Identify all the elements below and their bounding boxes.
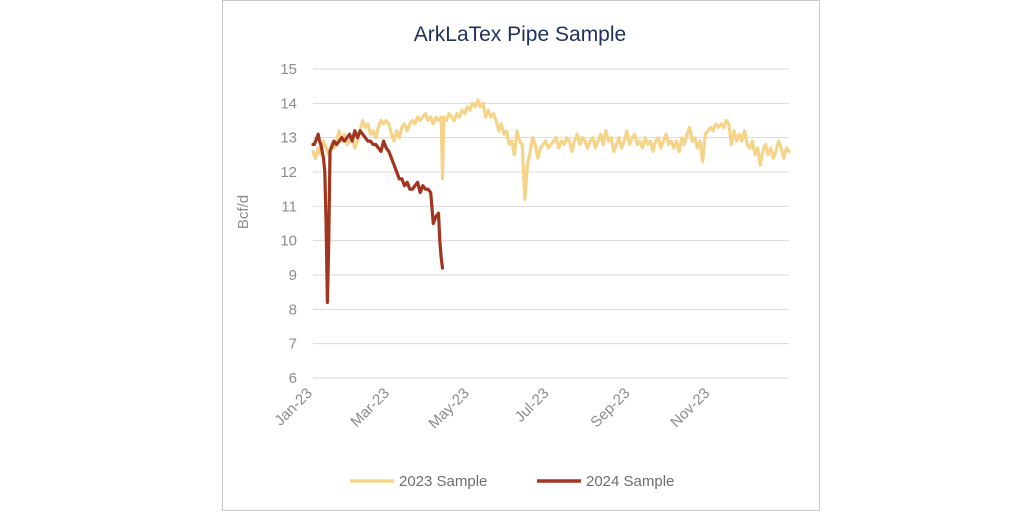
gridlines	[313, 68, 789, 379]
y-tick-label: 14	[280, 95, 297, 112]
legend: 2023 Sample 2024 Sample	[350, 473, 674, 490]
series-lines	[311, 98, 791, 305]
y-tick-label: 10	[280, 233, 297, 250]
x-tick-label: Mar-23	[347, 385, 393, 431]
y-tick-label: 7	[289, 336, 297, 353]
y-axis-ticks: 6 7 8 9 10 11 12 13 14 15	[280, 61, 297, 387]
y-tick-label: 6	[289, 370, 297, 387]
chart-title: ArkLaTex Pipe Sample	[414, 23, 626, 46]
y-tick-label: 12	[280, 164, 297, 181]
x-tick-label: May-23	[425, 385, 472, 432]
y-tick-label: 13	[280, 130, 297, 147]
chart-frame	[222, 0, 820, 511]
series-line-2023-sample	[311, 98, 791, 202]
x-tick-label: Jul-23	[512, 385, 553, 426]
series-line-2024-sample	[311, 129, 445, 305]
legend-label: 2024 Sample	[586, 473, 674, 490]
x-axis-ticks: Jan-23 Mar-23 May-23 Jul-23 Sep-23 Nov-23	[271, 385, 713, 432]
x-tick-label: Jan-23	[271, 385, 315, 429]
x-tick-label: Sep-23	[587, 385, 633, 431]
x-tick-label: Nov-23	[667, 385, 713, 431]
y-tick-label: 9	[289, 267, 297, 284]
y-axis-label: Bcf/d	[235, 195, 252, 229]
y-tick-label: 15	[280, 61, 297, 78]
y-tick-label: 11	[281, 198, 297, 215]
legend-label: 2023 Sample	[399, 473, 487, 490]
y-tick-label: 8	[289, 301, 297, 318]
